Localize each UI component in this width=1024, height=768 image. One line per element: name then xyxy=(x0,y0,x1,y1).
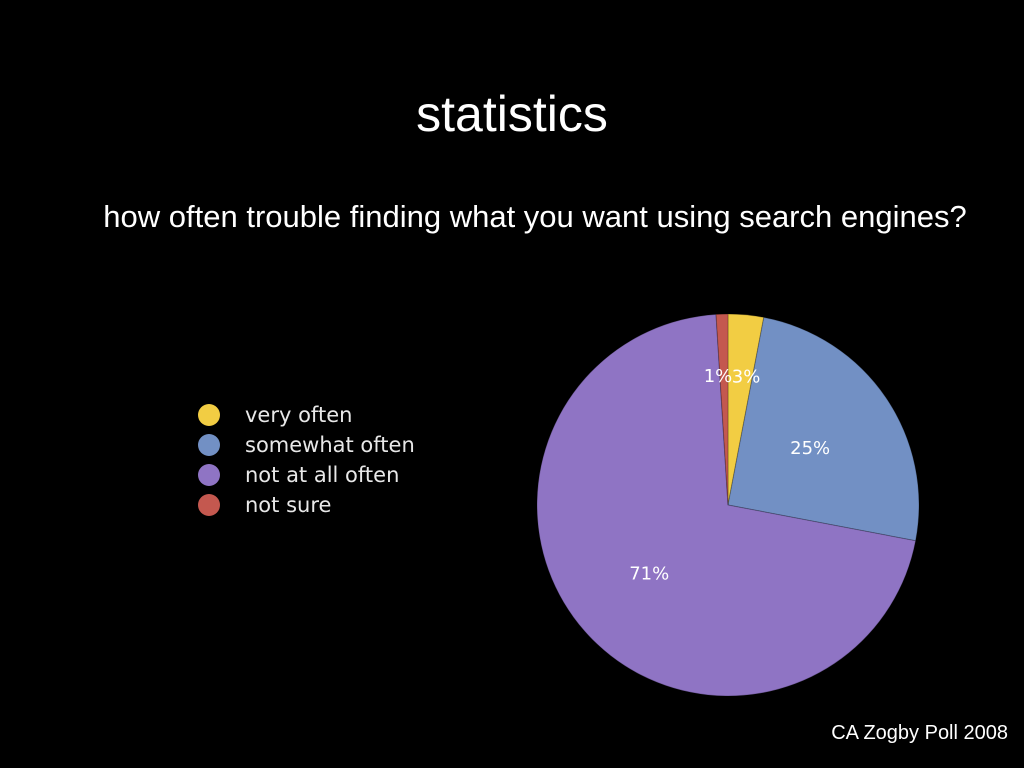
pie-label-very-often: 3% xyxy=(732,367,761,388)
pie-slices xyxy=(536,313,920,697)
legend-item-very-often: very often xyxy=(198,400,458,430)
legend-label-not-at-all-often: not at all often xyxy=(245,463,400,487)
legend-label-very-often: very often xyxy=(245,403,353,427)
legend-label-somewhat-often: somewhat often xyxy=(245,433,415,457)
pie-label-somewhat-often: 25% xyxy=(790,438,830,459)
slide-subtitle: how often trouble finding what you want … xyxy=(103,199,967,234)
legend-swatch-not-sure xyxy=(198,494,220,516)
legend-label-not-sure: not sure xyxy=(245,493,332,517)
legend-swatch-somewhat-often xyxy=(198,434,220,456)
pie-slice-not-at-all-often xyxy=(536,313,917,697)
chart-legend: very often somewhat often not at all oft… xyxy=(198,400,458,520)
pie-labels: 3% 25% 71% 1% xyxy=(629,366,830,584)
legend-item-not-sure: not sure xyxy=(198,490,458,520)
legend-item-not-at-all-often: not at all often xyxy=(198,460,458,490)
pie-label-not-sure: 1% xyxy=(704,366,733,387)
source-note: CA Zogby Poll 2008 xyxy=(831,722,1008,744)
slide-title: statistics xyxy=(416,86,608,142)
pie-slice-not-sure xyxy=(715,313,729,506)
pie-slice-very-often xyxy=(727,313,765,506)
pie-label-not-at-all-often: 71% xyxy=(629,563,669,584)
legend-item-somewhat-often: somewhat often xyxy=(198,430,458,460)
legend-swatch-not-at-all-often xyxy=(198,464,220,486)
legend-swatch-very-often xyxy=(198,404,220,426)
pie-slice-somewhat-often xyxy=(727,316,920,542)
